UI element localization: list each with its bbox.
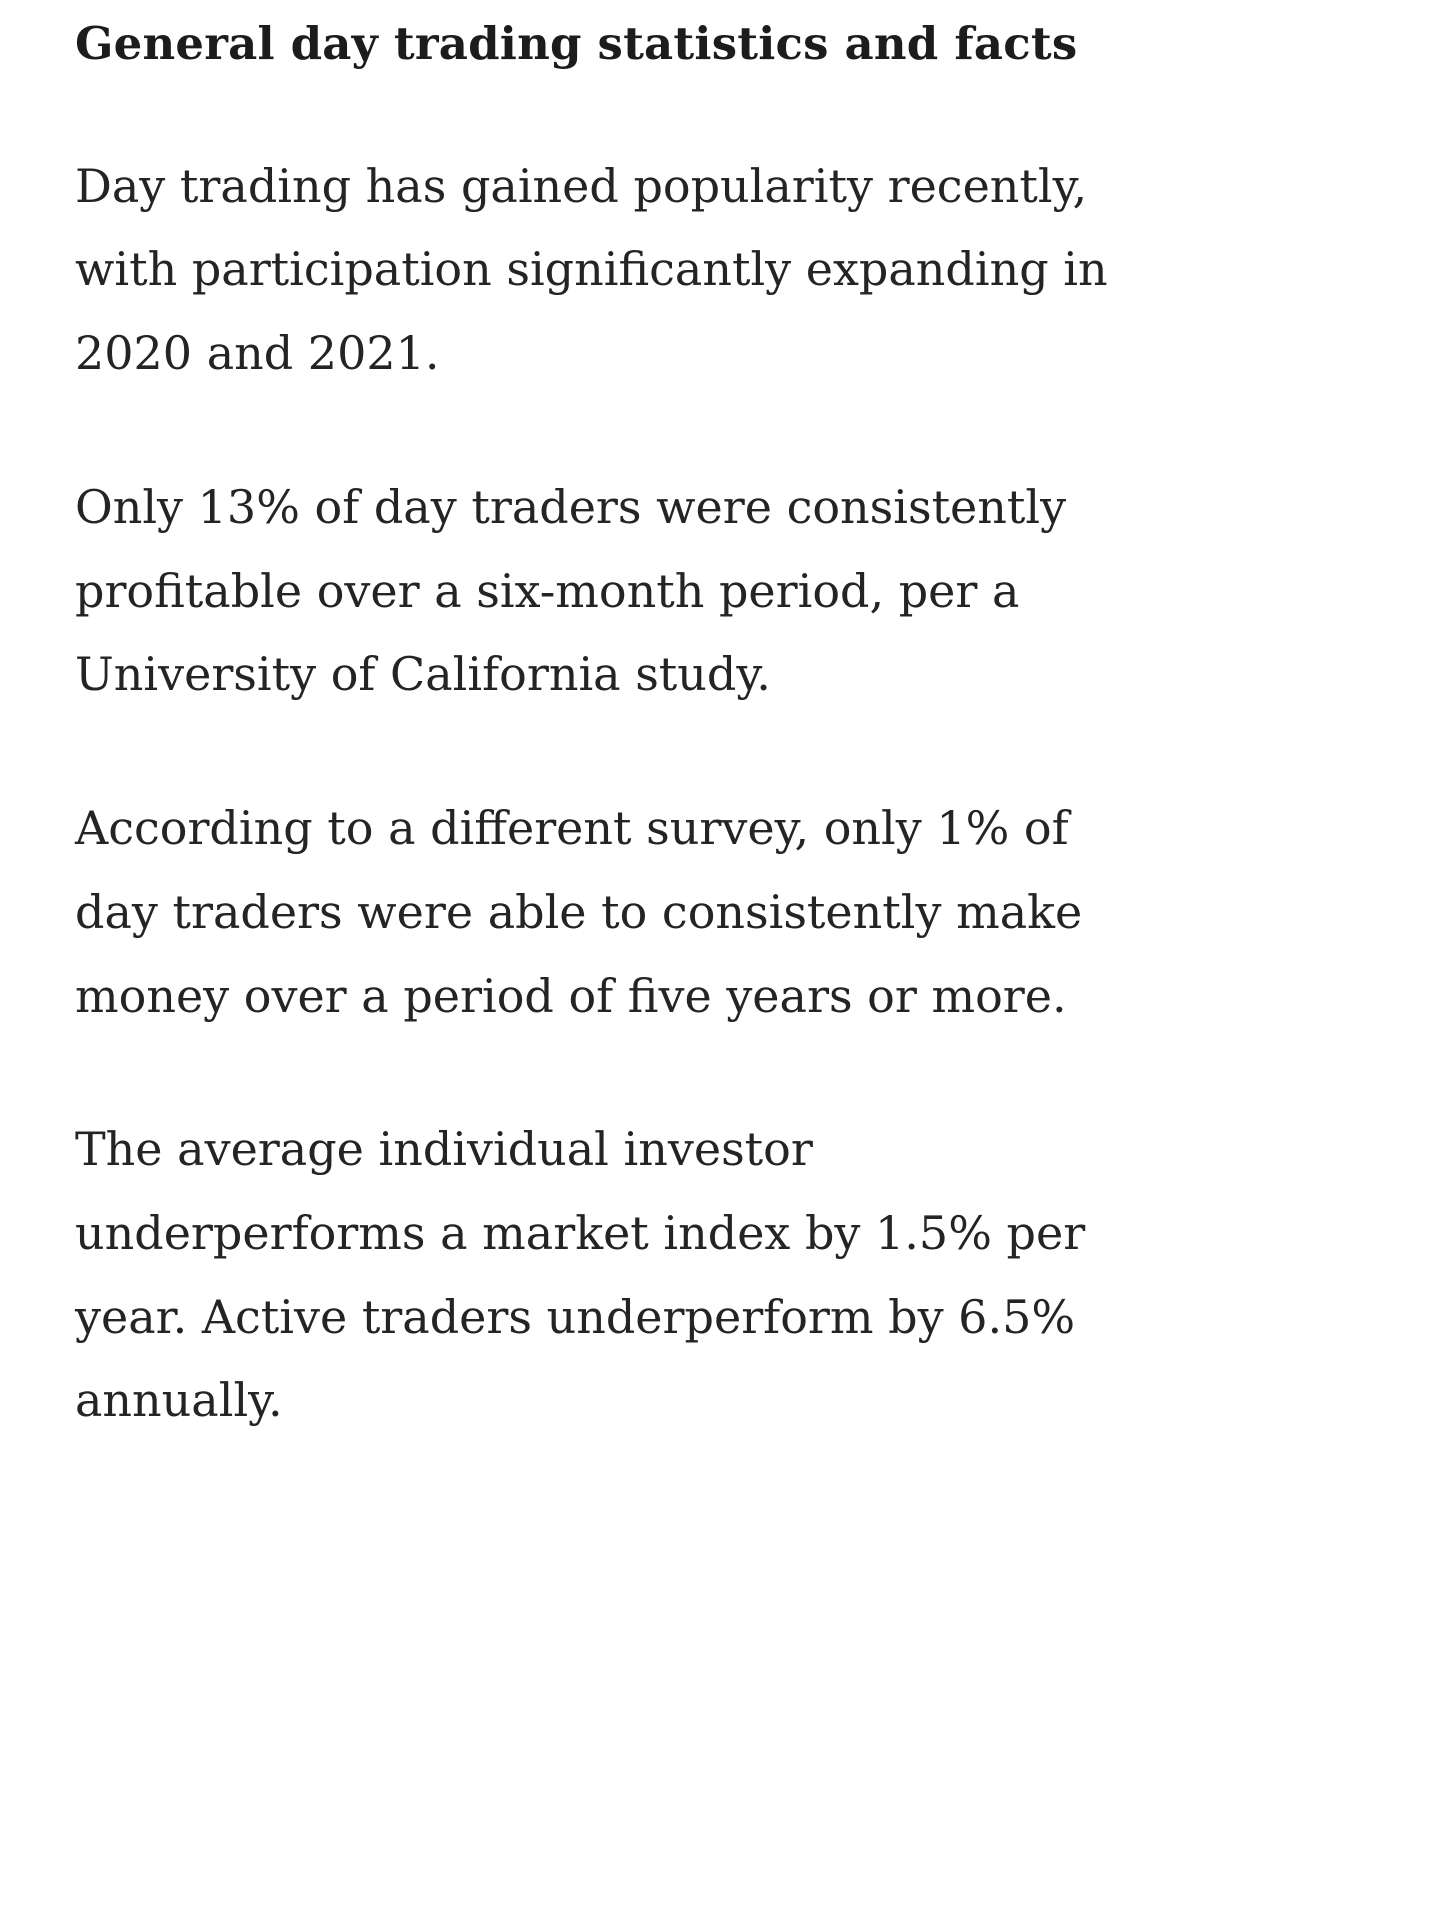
article-content-column: General day trading statistics and facts… (75, 14, 1120, 1443)
section-heading: General day trading statistics and facts (75, 17, 1078, 70)
paragraph-profitable-13-percent: Only 13% of day traders were consistentl… (75, 479, 1067, 702)
paragraph-popularity: Day trading has gained popularity recent… (75, 158, 1108, 381)
paragraph-underperformance: The average individual investor underper… (75, 1122, 1086, 1428)
paragraph-consistent-1-percent: According to a different survey, only 1%… (75, 801, 1083, 1023)
article-body: General day trading statistics and facts… (75, 14, 1120, 1443)
